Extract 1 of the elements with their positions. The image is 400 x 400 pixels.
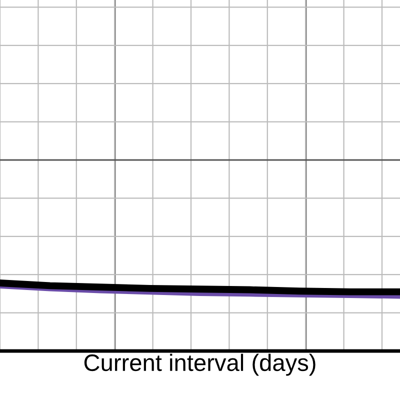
x-axis-title: Current interval (days)	[84, 354, 316, 376]
